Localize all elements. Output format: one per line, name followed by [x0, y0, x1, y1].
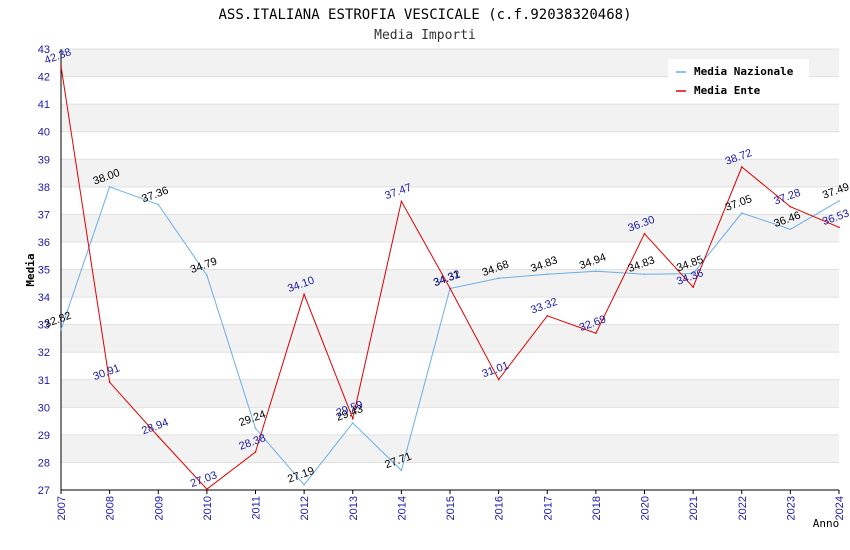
y-tick-label: 33 [38, 320, 50, 332]
x-tick-label: 2012 [299, 496, 311, 520]
x-tick-label: 2017 [542, 496, 554, 520]
x-tick-label: 2009 [153, 496, 165, 520]
y-tick-label: 27 [38, 485, 50, 497]
data-point [206, 274, 208, 277]
legend: Media Nazionale Media Ente [668, 59, 809, 101]
y-tick-label: 37 [38, 209, 50, 221]
data-point [838, 226, 840, 229]
y-tick-label: 32 [38, 347, 50, 359]
x-tick-label: 2013 [348, 496, 360, 520]
plot-band [61, 104, 839, 132]
x-tick-label: 2022 [737, 496, 749, 520]
x-tick-label: 2018 [591, 496, 603, 520]
data-point [303, 483, 305, 486]
y-tick-label: 28 [38, 457, 50, 469]
legend-label-nazionale: Media Nazionale [694, 65, 794, 78]
plot-band [61, 379, 839, 408]
x-tick-label: 2011 [251, 496, 263, 520]
data-point [108, 381, 111, 384]
data-point [838, 200, 840, 202]
data-point [400, 469, 403, 472]
y-tick-label: 31 [38, 375, 50, 387]
plot-band [61, 186, 839, 215]
y-tick-label: 35 [38, 265, 50, 277]
y-tick-label: 42 [38, 72, 50, 84]
data-point [692, 272, 694, 275]
data-point [643, 273, 646, 275]
plot-band [61, 324, 839, 353]
data-point [254, 451, 257, 453]
y-tick-label: 36 [38, 237, 50, 249]
data-point [497, 277, 500, 280]
data-point [449, 287, 451, 290]
y-tick-label: 38 [38, 182, 50, 194]
legend-box [668, 59, 809, 101]
data-point [157, 435, 160, 438]
data-point [789, 205, 792, 208]
x-axis-ticks: 2007 2008 2009 2010 2011 2012 2013 2014 2015 2016… [56, 490, 846, 520]
data-point [740, 166, 743, 168]
y-axis-label: Media [24, 253, 37, 286]
x-tick-label: 2020 [640, 496, 652, 520]
data-point [497, 378, 500, 381]
data-point [108, 186, 111, 188]
x-tick-label: 2023 [785, 496, 797, 520]
y-tick-label: 30 [38, 402, 50, 414]
chart-subtitle: Media Importi [374, 28, 476, 43]
x-axis-label: Anno [813, 517, 840, 530]
chart-title: ASS.ITALIANA ESTROFIA VESCICALE (c.f.920… [218, 7, 631, 23]
x-tick-label: 2007 [56, 496, 68, 520]
y-tick-label: 29 [38, 430, 50, 442]
data-point [692, 286, 694, 288]
y-axis-ticks: 27 28 29 30 31 32 33 34 35 36 37 38 39 40 41 42 43 [38, 44, 50, 497]
data-point [643, 232, 646, 235]
data-point [254, 427, 257, 430]
data-point [546, 315, 549, 317]
plot-band [61, 462, 839, 490]
x-tick-label: 2021 [688, 496, 700, 520]
data-point [60, 328, 62, 331]
x-tick-label: 2024 [834, 496, 846, 520]
plot-band [61, 269, 839, 298]
data-point [595, 270, 597, 272]
data-point [740, 212, 743, 214]
plot-band [61, 241, 839, 270]
y-tick-label: 34 [38, 292, 50, 304]
plot-band [61, 131, 839, 160]
data-point [546, 273, 549, 275]
x-tick-label: 2014 [396, 496, 408, 520]
data-point [400, 200, 403, 203]
plot-band [61, 159, 839, 187]
x-tick-label: 2016 [494, 496, 506, 520]
data-point [157, 203, 160, 206]
x-tick-label: 2015 [445, 496, 457, 520]
data-point [789, 228, 792, 231]
data-point [351, 417, 354, 420]
plot-band [61, 297, 839, 325]
y-tick-label: 39 [38, 154, 50, 166]
y-tick-label: 40 [38, 127, 50, 139]
y-tick-label: 41 [38, 99, 50, 111]
data-point [303, 293, 305, 296]
y-tick-label: 43 [38, 44, 50, 56]
data-point [206, 488, 208, 490]
plot-band [61, 434, 839, 463]
plot-background [61, 49, 839, 490]
plot-band [61, 352, 839, 380]
data-point [351, 422, 354, 424]
plot-band [61, 407, 839, 435]
x-tick-label: 2010 [202, 496, 214, 520]
data-point [595, 332, 597, 334]
grid-lines [60, 48, 839, 491]
series-lines [60, 65, 840, 490]
x-tick-label: 2008 [105, 496, 117, 520]
plot-band [61, 214, 839, 242]
legend-label-ente: Media Ente [694, 84, 761, 97]
data-point [60, 65, 62, 67]
